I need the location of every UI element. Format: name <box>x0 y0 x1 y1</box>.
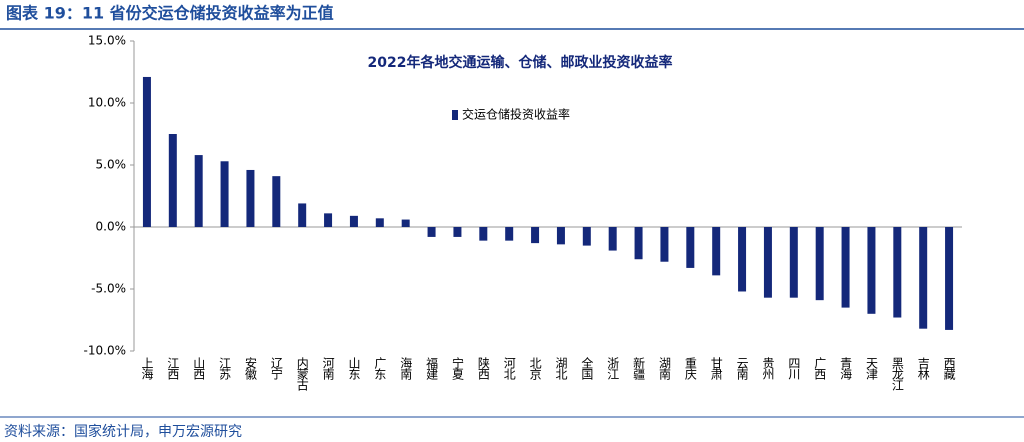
y-tick-label: 15.0% <box>88 34 126 48</box>
bar <box>634 227 643 260</box>
bar <box>142 76 151 228</box>
x-tick-label: 四川 <box>787 357 801 380</box>
x-tick-label: 宁夏 <box>450 356 464 380</box>
x-tick-label: 浙江 <box>606 357 620 380</box>
x-tick-label: 福建 <box>425 356 439 381</box>
bar <box>738 227 747 292</box>
x-tick-label: 天津 <box>864 357 878 380</box>
x-tick-label: 全国 <box>580 356 594 380</box>
bar <box>272 176 281 227</box>
bar <box>324 213 333 227</box>
x-tick-label: 青海 <box>839 357 853 380</box>
y-tick-label: -5.0% <box>91 282 126 296</box>
x-tick-label: 北京 <box>528 357 542 381</box>
bar <box>401 219 410 227</box>
bar <box>867 227 876 314</box>
x-tick-label: 山西 <box>192 357 206 380</box>
legend-label: 交运仓储投资收益率 <box>462 107 570 122</box>
bar <box>582 227 591 246</box>
bar <box>194 155 203 227</box>
bar <box>660 227 669 262</box>
bar <box>556 227 565 245</box>
bar <box>789 227 798 298</box>
source-note: 资料来源：国家统计局，申万宏源研究 <box>4 423 242 440</box>
bar <box>686 227 695 268</box>
x-tick-label: 广东 <box>373 357 387 380</box>
bar <box>168 134 177 227</box>
x-tick-label: 安徽 <box>243 356 257 380</box>
x-tick-label: 内蒙古 <box>295 357 309 391</box>
x-tick-label: 广西 <box>813 357 827 380</box>
bar <box>763 227 772 298</box>
y-tick-label: 10.0% <box>88 96 126 110</box>
bar <box>427 227 436 237</box>
bar <box>220 161 229 227</box>
legend-swatch <box>452 110 458 120</box>
x-tick-label: 江西 <box>166 357 180 380</box>
bar <box>531 227 540 244</box>
x-tick-label: 江苏 <box>218 357 232 380</box>
x-tick-label: 河南 <box>321 357 335 380</box>
bar <box>712 227 721 276</box>
bar <box>815 227 824 301</box>
figure-header: 图表 19：11 省份交运仓储投资收益率为正值 <box>6 4 334 23</box>
x-tick-label: 海南 <box>399 356 413 380</box>
x-tick-label: 陕西 <box>476 356 490 380</box>
x-tick-label: 黑龙江 <box>890 357 904 391</box>
bar <box>505 227 514 241</box>
chart-title: 2022年各地交通运输、仓储、邮政业投资收益率 <box>368 54 673 71</box>
x-tick-label: 吉林 <box>916 357 930 380</box>
x-tick-label: 山东 <box>347 357 361 380</box>
x-tick-label: 辽宁 <box>269 357 283 380</box>
bar <box>893 227 902 318</box>
bar <box>479 227 488 241</box>
x-tick-label: 上海 <box>140 357 154 380</box>
x-tick-label: 新疆 <box>632 356 646 380</box>
x-tick-label: 河北 <box>502 357 516 381</box>
x-tick-label: 贵州 <box>761 357 775 380</box>
x-tick-label: 西藏 <box>942 357 956 381</box>
x-tick-label: 湖北 <box>554 356 568 381</box>
y-tick-label: 0.0% <box>96 220 127 234</box>
x-tick-label: 甘肃 <box>709 357 723 381</box>
bar <box>608 227 617 251</box>
bar <box>246 169 255 227</box>
bar <box>841 227 850 308</box>
bar <box>375 218 384 227</box>
y-tick-label: 5.0% <box>96 158 127 172</box>
x-tick-label: 云南 <box>735 357 749 380</box>
x-tick-label: 重庆 <box>683 357 697 380</box>
bar <box>349 215 358 227</box>
bar <box>453 227 462 237</box>
bar <box>298 203 307 227</box>
bar <box>945 227 954 330</box>
x-tick-label: 湖南 <box>657 356 671 380</box>
y-tick-label: -10.0% <box>84 344 126 358</box>
bar <box>919 227 928 329</box>
